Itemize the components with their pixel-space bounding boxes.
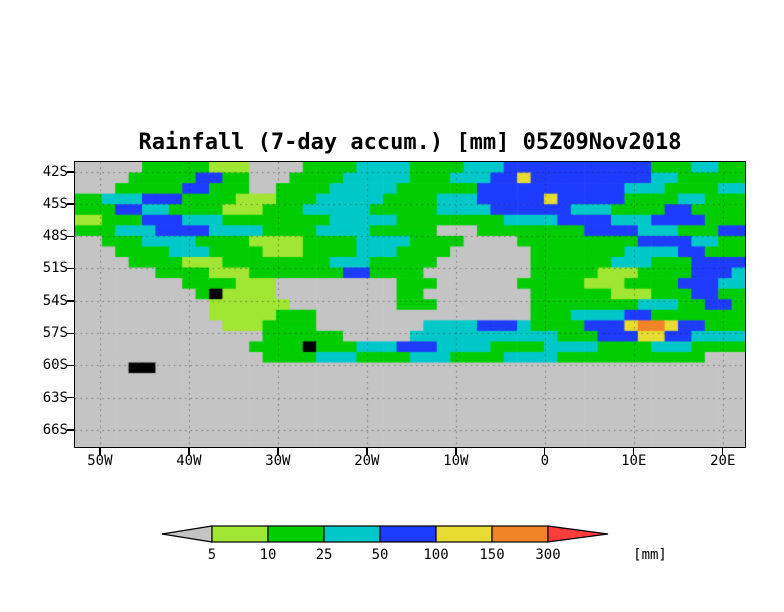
y-tick-mark — [67, 171, 74, 173]
y-tick-mark — [67, 364, 74, 367]
y-tick-label: 45S — [42, 195, 68, 212]
y-tick-mark — [67, 235, 74, 238]
x-tick-label: 20E — [710, 453, 736, 469]
colorbar-arrow-right — [547, 525, 609, 543]
x-tick-label: 10W — [443, 453, 469, 469]
x-tick-mark — [99, 448, 101, 455]
y-tick-label: 51S — [42, 260, 68, 277]
colorbar-arrow-left — [161, 525, 213, 543]
y-tick-label: 66S — [42, 421, 68, 438]
x-tick-mark — [633, 448, 635, 455]
colorbar-segment — [491, 525, 549, 543]
x-tick-mark — [366, 448, 368, 455]
y-tick-label: 48S — [42, 228, 68, 245]
colorbar-tick-label: 25 — [316, 547, 333, 563]
x-tick-label: 50W — [87, 453, 113, 469]
y-tick-mark — [67, 397, 74, 399]
y-tick-mark — [67, 203, 74, 205]
y-tick-mark — [67, 429, 74, 431]
x-tick-mark — [544, 448, 546, 455]
x-tick-label: 10E — [621, 453, 647, 469]
x-tick-label: 40W — [176, 453, 202, 469]
colorbar-tick-label: 150 — [479, 547, 504, 563]
y-tick-label: 63S — [42, 389, 68, 406]
colorbar-segment — [323, 525, 381, 543]
colorbar-segment — [379, 525, 437, 543]
colorbar-tick-label: 50 — [372, 547, 389, 563]
chart-title: Rainfall (7-day accum.) [mm] 05Z09Nov201… — [138, 130, 682, 155]
colorbar-tick-label: 5 — [208, 547, 216, 563]
rainfall-field-canvas — [75, 162, 745, 447]
colorbar-tick-label: 100 — [423, 547, 448, 563]
x-tick-label: 0 — [540, 453, 550, 469]
x-tick-mark — [455, 448, 457, 455]
colorbar-tick-label: 300 — [535, 547, 560, 563]
y-tick-label: 60S — [42, 357, 68, 374]
x-tick-label: 30W — [265, 453, 291, 469]
colorbar-segment — [267, 525, 325, 543]
y-tick-mark — [67, 300, 74, 302]
y-tick-mark — [67, 267, 74, 270]
y-tick-label: 54S — [42, 292, 68, 309]
x-tick-mark — [277, 448, 279, 455]
colorbar-segment — [211, 525, 269, 543]
colorbar: 5 10 25 50 100 150 300 [mm] — [161, 525, 667, 563]
x-tick-mark — [722, 448, 724, 455]
colorbar-segment — [435, 525, 493, 543]
colorbar-units-label: [mm] — [633, 547, 667, 563]
y-tick-label: 57S — [42, 325, 68, 341]
x-tick-label: 20W — [354, 453, 380, 469]
y-tick-label: 42S — [42, 163, 68, 180]
y-tick-mark — [67, 332, 74, 334]
x-tick-mark — [188, 448, 190, 455]
colorbar-tick-label: 10 — [260, 547, 277, 563]
